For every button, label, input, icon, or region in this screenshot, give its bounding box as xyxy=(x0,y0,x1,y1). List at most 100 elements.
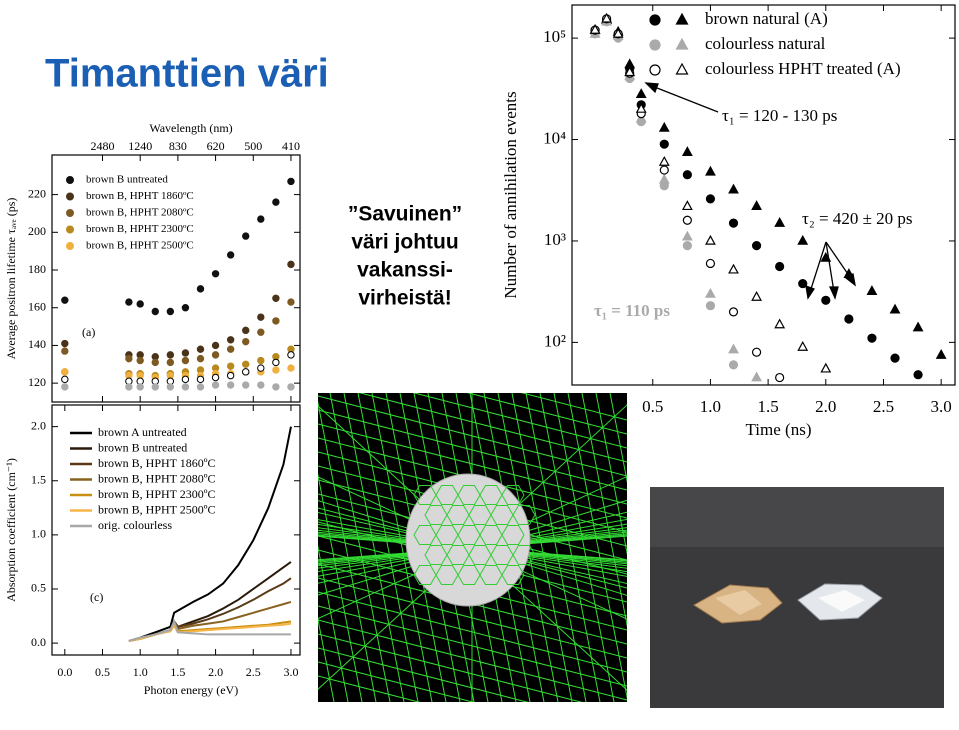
data-point xyxy=(196,383,205,391)
legend-marker xyxy=(649,14,661,26)
data-point xyxy=(775,372,785,383)
legend-marker xyxy=(66,242,74,250)
data-line xyxy=(128,426,292,642)
data-point xyxy=(728,343,739,354)
data-point xyxy=(226,345,235,353)
data-point xyxy=(612,27,624,38)
legend-label: brown B, HPHT 2300ºC xyxy=(86,223,194,235)
mesh-line xyxy=(553,393,615,702)
data-point xyxy=(211,381,220,389)
legend-label: colourless natural xyxy=(705,34,826,53)
data-point xyxy=(728,360,739,370)
mesh-hexagon xyxy=(435,524,459,546)
data-point xyxy=(242,368,250,376)
data-point xyxy=(242,360,250,368)
y-tick-label: 10² xyxy=(544,331,566,350)
data-point xyxy=(257,215,265,223)
y-axis-label: Average positron lifetime τₐᵥₑ (ps) xyxy=(4,198,18,360)
data-point xyxy=(913,370,923,380)
mesh-hexagon xyxy=(512,504,536,526)
mesh-line xyxy=(511,393,573,702)
mesh-hexagon xyxy=(479,564,503,586)
data-point xyxy=(659,139,669,149)
mesh-line xyxy=(567,393,627,700)
plot-frame xyxy=(51,404,301,656)
y-tick-label: 0.0 xyxy=(31,635,46,649)
mesh-hexagon xyxy=(479,484,503,506)
legend-label: brown A untreated xyxy=(98,425,187,439)
data-point xyxy=(166,307,175,316)
data-point xyxy=(682,170,692,180)
mesh-line xyxy=(471,547,627,577)
data-point xyxy=(889,303,901,314)
slide-text: ”Savuinen” xyxy=(348,203,462,226)
legend-marker xyxy=(649,39,661,51)
mesh-hexagon xyxy=(501,524,525,546)
data-point xyxy=(211,351,220,359)
mesh-hexagon xyxy=(413,524,437,546)
data-point xyxy=(61,368,69,376)
data-point xyxy=(136,300,144,308)
legend-label: brown B untreated xyxy=(86,174,168,186)
mesh-hexagon xyxy=(501,484,525,506)
data-point xyxy=(272,294,280,302)
mesh-line xyxy=(471,547,627,596)
data-point xyxy=(798,278,808,289)
data-point xyxy=(211,341,220,350)
data-point xyxy=(242,381,250,389)
data-point xyxy=(125,354,133,363)
data-point xyxy=(226,371,235,380)
data-point xyxy=(242,326,250,335)
mesh-line xyxy=(318,500,473,549)
y-tick-label: 10³ xyxy=(544,230,566,249)
y-tick-label: 0.5 xyxy=(31,581,46,595)
y-tick-label: 140 xyxy=(28,337,46,351)
mesh-hexagon xyxy=(446,504,470,526)
y-tick-label: 2.0 xyxy=(31,418,46,432)
mesh-line xyxy=(357,393,419,702)
data-point xyxy=(820,362,832,373)
mesh-line xyxy=(318,647,529,702)
slide-text: virheistä! xyxy=(358,287,451,310)
data-point xyxy=(705,165,716,176)
mesh-line xyxy=(343,393,405,702)
legend-label: brown B, HPHT 2080ºC xyxy=(86,207,194,219)
mesh-hexagon xyxy=(479,524,503,546)
data-point xyxy=(287,298,295,306)
mesh-line xyxy=(318,519,473,549)
mesh-line xyxy=(318,400,377,702)
y-axis-label: Absorption coefficient (cm⁻¹) xyxy=(4,458,18,602)
data-point xyxy=(181,349,190,357)
mesh-hexagon xyxy=(490,504,514,526)
data-point xyxy=(635,102,647,113)
x-tick-label: 2.5 xyxy=(873,397,894,416)
plot-frame xyxy=(51,154,301,403)
legend-label: brown B, HPHT 1860ºC xyxy=(86,190,194,202)
y-tick-label: 1.5 xyxy=(31,473,46,487)
mesh-line xyxy=(609,393,627,484)
data-point xyxy=(659,165,669,175)
x2-tick-label: 500 xyxy=(244,139,262,153)
data-point xyxy=(728,218,739,228)
mesh-line xyxy=(318,675,421,702)
data-point xyxy=(821,295,831,305)
data-point xyxy=(272,198,280,206)
data-point xyxy=(136,356,144,365)
mesh-line xyxy=(318,547,473,577)
x-tick-label: 1.0 xyxy=(133,665,148,679)
mesh-line xyxy=(471,499,627,549)
data-point xyxy=(125,383,133,391)
data-point xyxy=(728,307,739,317)
data-point xyxy=(272,317,280,325)
data-point xyxy=(705,301,716,311)
data-point xyxy=(226,381,235,389)
legend-label: colourless HPHT treated (A) xyxy=(705,59,901,78)
y-tick-label: 120 xyxy=(28,375,46,389)
data-point xyxy=(797,234,809,245)
data-point xyxy=(681,200,693,211)
mesh-line xyxy=(539,393,601,702)
mesh-hexagon xyxy=(501,564,525,586)
data-point xyxy=(211,373,220,382)
plot-frame xyxy=(571,4,956,386)
mesh-hexagon xyxy=(413,484,437,506)
